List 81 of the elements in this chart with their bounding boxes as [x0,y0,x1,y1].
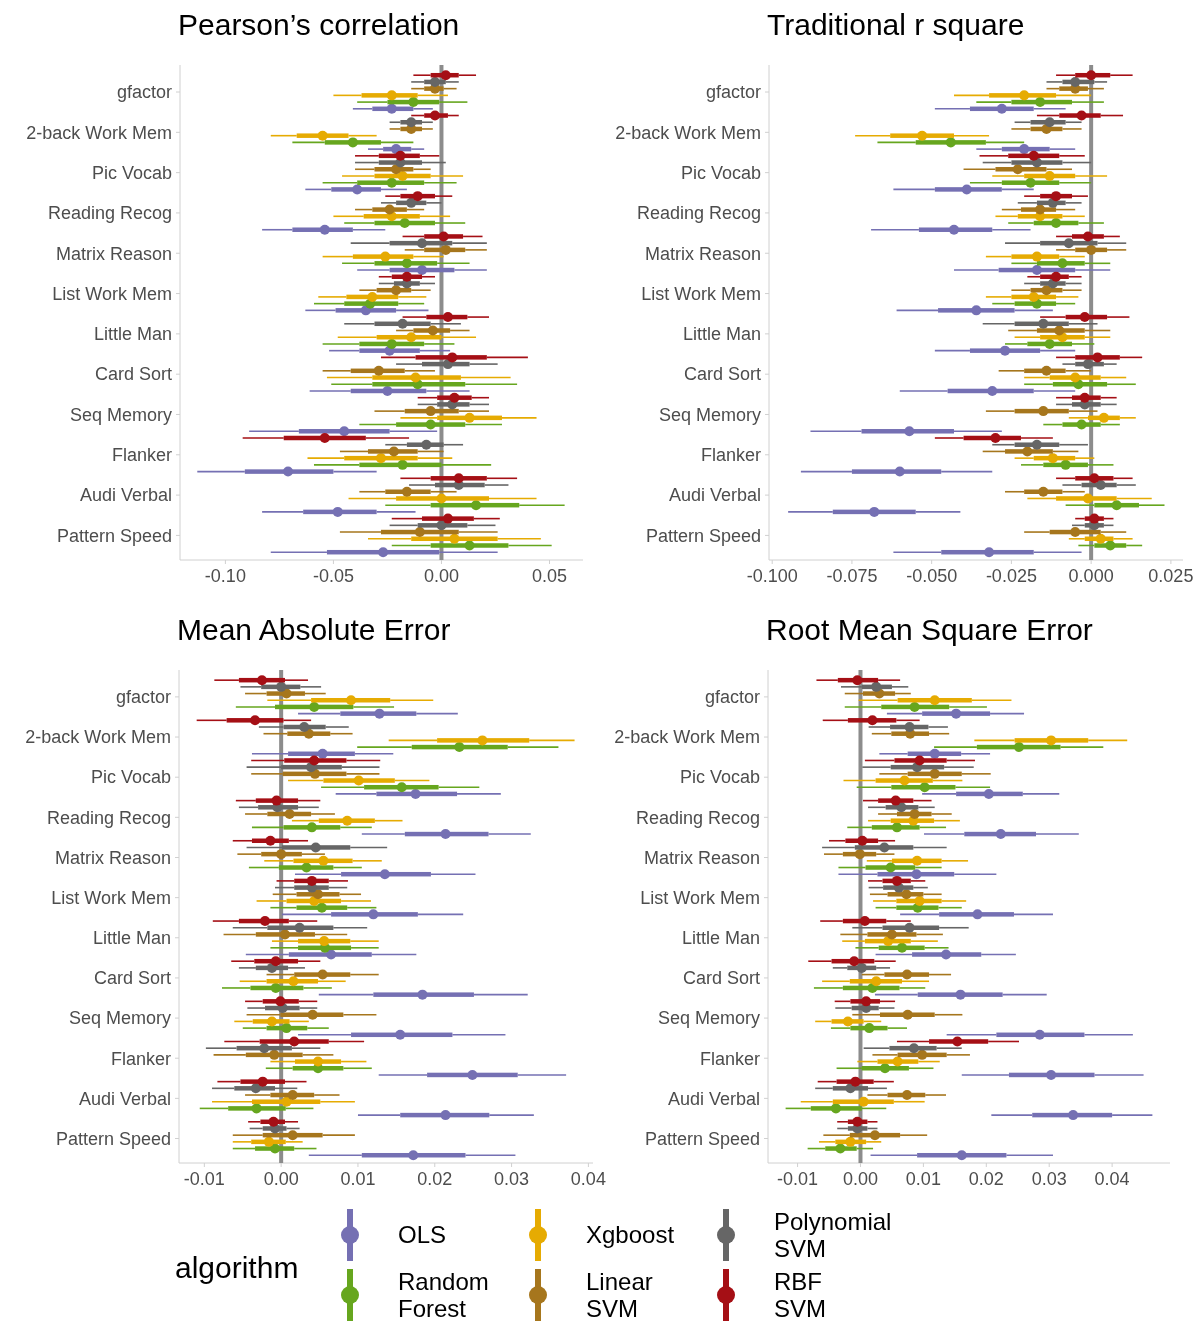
y-tick-label: Reading Recog [635,807,760,828]
y-tick-label: Matrix Reason [55,243,172,264]
y-tick-label: 2-back Work Mem [615,122,761,143]
x-tick-label: -0.10 [204,566,246,586]
x-tick-label: 0.025 [1148,566,1194,586]
chart-title: Pearson’s correlation [178,8,460,41]
y-tick-label: gfactor [704,687,760,708]
y-tick-label: List Work Mem [641,283,761,304]
chart-title: Mean Absolute Error [177,613,451,646]
y-tick-label: Matrix Reason [643,847,760,868]
y-tick-label: List Work Mem [52,283,172,304]
y-tick-label: List Work Mem [51,887,171,908]
x-tick-label: 0.03 [494,1169,530,1189]
y-tick-label: Seq Memory [69,404,172,425]
y-tick-label: Flanker [699,1048,760,1069]
x-tick-label: 0.000 [1068,566,1114,586]
legend-label: Random Forest [398,1268,489,1322]
y-tick-label: Little Man [681,928,760,949]
x-tick-label: 0.00 [263,1169,299,1189]
x-tick-label: -0.01 [183,1169,225,1189]
y-tick-label: Reading Recog [46,807,171,828]
x-tick-label: -0.05 [312,566,354,586]
chart-title: Traditional r square [767,8,1025,41]
y-tick-label: 2-back Work Mem [25,727,171,748]
y-tick-label: Pattern Speed [56,525,172,546]
y-tick-label: Seq Memory [657,1008,760,1029]
y-tick-label: Card Sort [682,968,760,989]
x-tick-label: 0.00 [842,1169,878,1189]
y-tick-label: Audi Verbal [79,485,172,506]
y-tick-label: Flanker [111,445,172,466]
x-tick-label: -0.075 [826,566,878,586]
y-tick-label: 2-back Work Mem [26,122,172,143]
chart-title: Root Mean Square Error [766,613,1093,646]
y-tick-label: Reading Recog [636,203,761,224]
y-tick-label: Card Sort [93,968,171,989]
y-tick-label: Little Man [682,324,761,345]
y-tick-label: Pattern Speed [645,525,761,546]
y-tick-label: Audi Verbal [78,1088,171,1109]
y-tick-label: Pattern Speed [55,1128,171,1149]
y-tick-label: Matrix Reason [644,243,761,264]
x-tick-label: 0.03 [1031,1169,1067,1189]
y-tick-label: Pic Vocab [91,162,172,183]
y-tick-label: Pic Vocab [680,162,761,183]
x-tick-label: 0.02 [968,1169,1004,1189]
y-tick-label: Reading Recog [47,203,172,224]
x-tick-label: 0.01 [340,1169,376,1189]
x-tick-label: -0.050 [906,566,958,586]
legend-label: OLS [398,1221,447,1249]
x-tick-label: 0.01 [905,1169,941,1189]
y-tick-label: gfactor [116,82,172,103]
y-tick-label: Pic Vocab [679,767,760,788]
y-tick-label: Matrix Reason [54,847,171,868]
y-tick-label: Seq Memory [68,1008,171,1029]
y-tick-label: 2-back Work Mem [614,727,760,748]
x-tick-label: 0.04 [570,1169,606,1189]
x-tick-label: -0.01 [777,1169,819,1189]
y-tick-label: Card Sort [683,364,761,385]
y-tick-label: gfactor [705,82,761,103]
y-tick-label: Little Man [93,324,172,345]
legend-label: RBF SVM [774,1268,827,1322]
y-tick-label: Flanker [700,445,761,466]
y-tick-label: Little Man [92,928,171,949]
y-tick-label: Audi Verbal [668,485,761,506]
y-tick-label: Card Sort [94,364,172,385]
y-tick-label: Pattern Speed [644,1128,760,1149]
y-tick-label: Flanker [110,1048,171,1069]
legend-label: Xgboost [586,1221,675,1249]
x-tick-label: -0.025 [985,566,1037,586]
y-tick-label: List Work Mem [640,887,760,908]
x-tick-label: 0.05 [531,566,568,586]
x-tick-label: 0.02 [417,1169,453,1189]
legend-label: Polynomial SVM [774,1208,892,1263]
y-tick-label: gfactor [115,687,171,708]
y-tick-label: Audi Verbal [667,1088,760,1109]
y-tick-label: Pic Vocab [90,767,171,788]
legend-label: Linear SVM [586,1268,653,1322]
x-tick-label: -0.100 [746,566,798,586]
x-tick-label: 0.00 [423,566,459,586]
x-tick-label: 0.04 [1094,1169,1130,1189]
y-tick-label: Seq Memory [658,404,761,425]
legend-title: algorithm [175,1250,299,1284]
